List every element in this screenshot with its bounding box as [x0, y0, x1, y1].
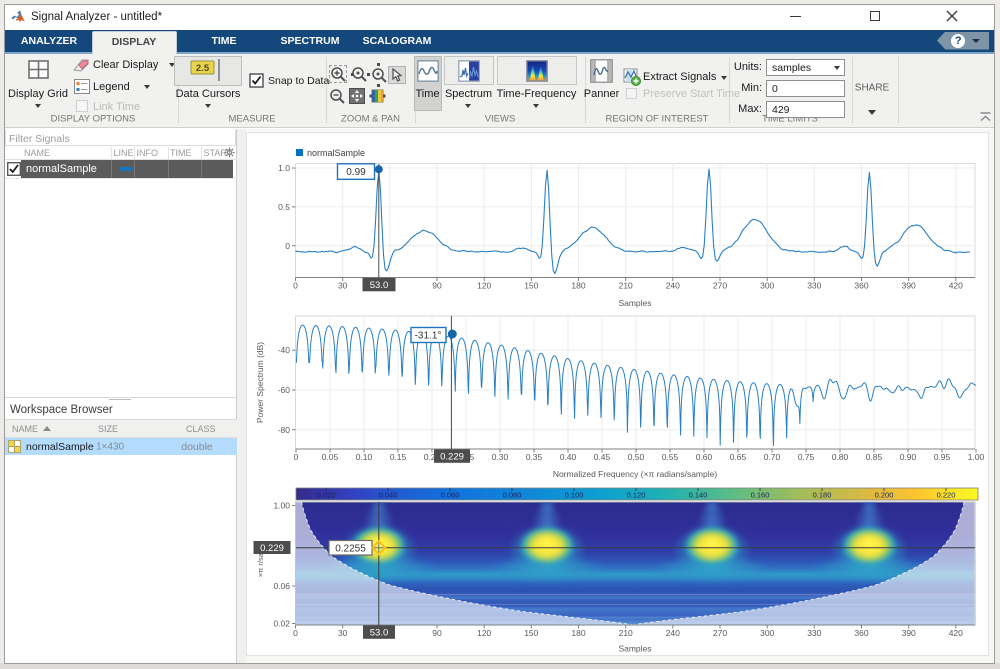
svg-text:210: 210	[619, 281, 633, 291]
svg-text:150: 150	[524, 281, 538, 291]
svg-text:0.45: 0.45	[594, 452, 611, 462]
svg-text:0.220: 0.220	[937, 491, 956, 500]
svg-text:0.10: 0.10	[356, 452, 373, 462]
svg-text:0.50: 0.50	[628, 452, 645, 462]
svg-text:0.229: 0.229	[440, 452, 464, 463]
svg-text:0.70: 0.70	[764, 452, 781, 462]
svg-text:0.229: 0.229	[260, 543, 284, 554]
svg-text:420: 420	[949, 628, 963, 638]
svg-text:240: 240	[666, 281, 680, 291]
svg-text:1.00: 1.00	[273, 501, 290, 511]
svg-text:0.040: 0.040	[379, 491, 398, 500]
svg-text:390: 390	[902, 628, 916, 638]
svg-text:-31.1°: -31.1°	[415, 331, 442, 342]
svg-text:0.2255: 0.2255	[335, 544, 366, 555]
svg-text:0.080: 0.080	[503, 491, 522, 500]
svg-text:0.80: 0.80	[832, 452, 849, 462]
svg-text:0: 0	[293, 281, 298, 291]
svg-text:360: 360	[854, 628, 868, 638]
svg-text:0.90: 0.90	[900, 452, 917, 462]
svg-text:0.60: 0.60	[696, 452, 713, 462]
svg-text:1.00: 1.00	[968, 452, 985, 462]
svg-text:Samples: Samples	[618, 644, 651, 654]
svg-text:Samples: Samples	[618, 298, 651, 308]
svg-text:300: 300	[760, 628, 774, 638]
svg-text:Power Spectrum (dB): Power Spectrum (dB)	[255, 342, 265, 423]
svg-text:0.15: 0.15	[390, 452, 407, 462]
svg-text:0: 0	[293, 628, 298, 638]
svg-text:0.020: 0.020	[317, 491, 336, 500]
svg-text:0.5: 0.5	[278, 202, 290, 212]
svg-text:240: 240	[666, 628, 680, 638]
svg-text:normalSample: normalSample	[307, 148, 365, 158]
svg-text:0.180: 0.180	[813, 491, 832, 500]
svg-text:-60: -60	[278, 385, 291, 395]
svg-text:0.05: 0.05	[322, 452, 339, 462]
svg-text:53.0: 53.0	[370, 628, 389, 639]
svg-text:300: 300	[760, 281, 774, 291]
svg-text:330: 330	[807, 281, 821, 291]
svg-text:0.75: 0.75	[798, 452, 815, 462]
svg-text:0.060: 0.060	[441, 491, 460, 500]
svg-text:-80: -80	[278, 425, 291, 435]
svg-text:0.140: 0.140	[689, 491, 708, 500]
svg-text:0.40: 0.40	[560, 452, 577, 462]
svg-text:210: 210	[619, 628, 633, 638]
svg-text:0.200: 0.200	[875, 491, 894, 500]
svg-text:53.0: 53.0	[370, 280, 389, 291]
svg-text:0.30: 0.30	[492, 452, 509, 462]
svg-text:-40: -40	[278, 345, 291, 355]
svg-text:0.65: 0.65	[730, 452, 747, 462]
svg-text:180: 180	[571, 281, 585, 291]
svg-text:0: 0	[294, 452, 299, 462]
svg-text:0.100: 0.100	[565, 491, 584, 500]
svg-text:0.85: 0.85	[866, 452, 883, 462]
svg-text:0.99: 0.99	[346, 167, 366, 178]
svg-text:150: 150	[524, 628, 538, 638]
svg-text:90: 90	[432, 281, 442, 291]
svg-text:0.55: 0.55	[662, 452, 679, 462]
svg-text:30: 30	[338, 628, 348, 638]
svg-text:30: 30	[338, 281, 348, 291]
svg-text:2.5: 2.5	[196, 63, 210, 74]
svg-text:270: 270	[713, 281, 727, 291]
svg-text:0: 0	[285, 241, 290, 251]
svg-text:180: 180	[571, 628, 585, 638]
svg-text:Normalized Frequency (×π radia: Normalized Frequency (×π radians/sample)	[553, 469, 718, 479]
svg-text:0.120: 0.120	[627, 491, 646, 500]
svg-text:420: 420	[949, 281, 963, 291]
svg-text:90: 90	[432, 628, 442, 638]
svg-text:120: 120	[477, 281, 491, 291]
svg-text:120: 120	[477, 628, 491, 638]
svg-text:330: 330	[807, 628, 821, 638]
svg-text:270: 270	[713, 628, 727, 638]
svg-text:0.95: 0.95	[934, 452, 951, 462]
svg-text:1.0: 1.0	[278, 163, 290, 173]
svg-text:0.160: 0.160	[751, 491, 770, 500]
svg-text:360: 360	[854, 281, 868, 291]
svg-text:0.02: 0.02	[273, 619, 290, 629]
svg-text:0.35: 0.35	[526, 452, 543, 462]
svg-text:×π r/samp: ×π r/samp	[256, 543, 265, 578]
svg-text:0.06: 0.06	[273, 581, 290, 591]
svg-text:0.20: 0.20	[424, 452, 441, 462]
svg-text:390: 390	[902, 281, 916, 291]
